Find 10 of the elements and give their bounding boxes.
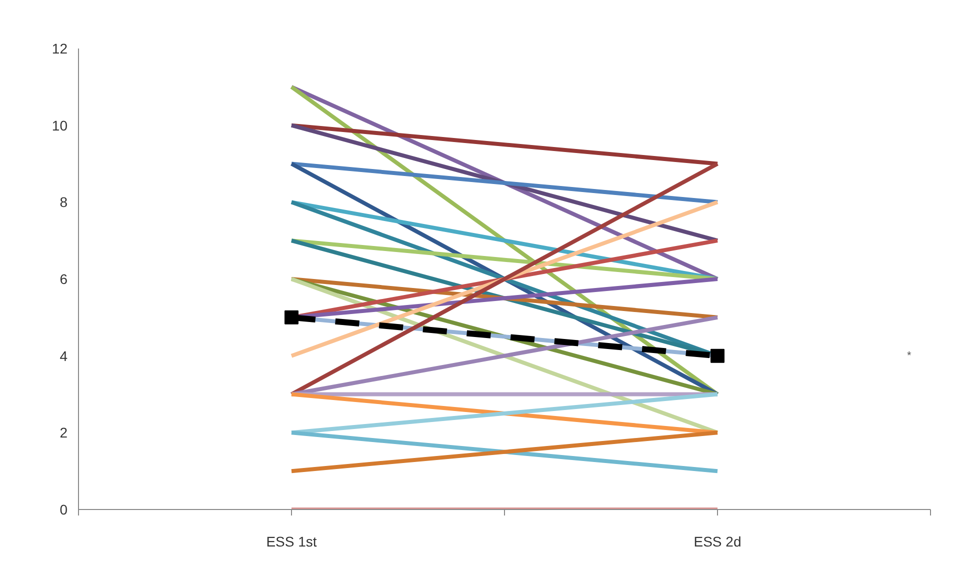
y-tick-label: 12: [52, 40, 68, 56]
x-tick-label: ESS 1st: [266, 534, 317, 550]
y-tick-label: 6: [60, 271, 68, 287]
y-tick-label: 10: [52, 117, 68, 134]
annotation: *: [907, 350, 912, 362]
y-tick-label: 0: [60, 502, 68, 518]
y-tick-label: 2: [60, 424, 68, 441]
y-tick-label: 4: [60, 348, 68, 364]
y-tick-label: 8: [60, 194, 68, 210]
x-tick-label: ESS 2d: [694, 534, 742, 550]
